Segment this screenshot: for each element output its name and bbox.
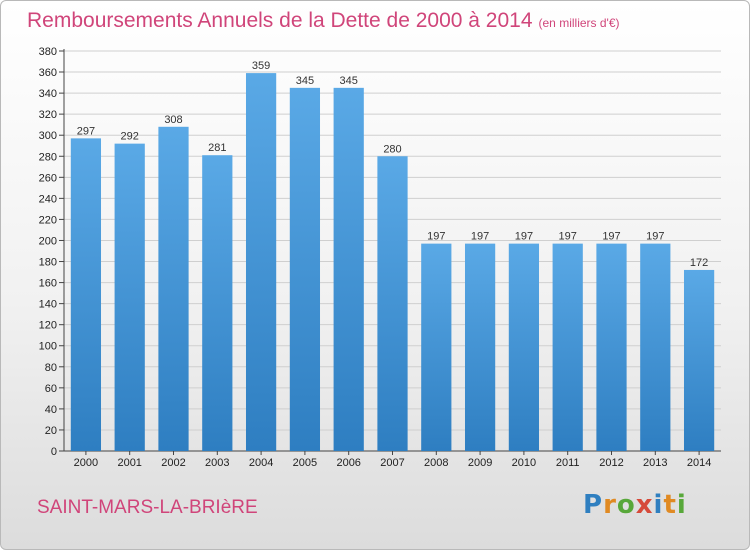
data-label-2004: 359 xyxy=(252,60,270,72)
y-tick-label: 340 xyxy=(39,88,57,100)
data-label-2001: 292 xyxy=(121,131,139,143)
y-tick-label: 260 xyxy=(39,172,57,184)
x-tick-label-2012: 2012 xyxy=(599,457,623,469)
data-label-2012: 197 xyxy=(602,231,620,243)
data-label-2008: 197 xyxy=(427,231,445,243)
bar-2000 xyxy=(70,138,102,452)
x-tick-label-2003: 2003 xyxy=(205,457,229,469)
bar-2001 xyxy=(114,143,145,451)
bar-2011 xyxy=(552,243,583,451)
x-tick-label-2000: 2000 xyxy=(74,457,98,469)
x-tick-label-2010: 2010 xyxy=(512,457,536,469)
bar-2004 xyxy=(245,73,277,452)
y-tick-label: 160 xyxy=(39,278,57,290)
y-tick-label: 80 xyxy=(45,362,57,374)
bar-2009 xyxy=(464,243,496,451)
bars xyxy=(70,73,715,452)
y-tick-label: 60 xyxy=(45,383,57,395)
title-text: Remboursements Annuels de la Dette de 20… xyxy=(27,9,533,32)
city-name: SAINT-MARS-LA-BRIèRE xyxy=(37,497,258,518)
x-tick-label-2014: 2014 xyxy=(687,457,711,469)
y-tick-label: 380 xyxy=(39,46,57,58)
bar-2013 xyxy=(640,243,671,451)
y-tick-label: 120 xyxy=(39,320,57,332)
bar-2002 xyxy=(158,126,189,451)
bar-2007 xyxy=(377,156,408,451)
bar-2005 xyxy=(289,87,321,451)
y-tick-label: 40 xyxy=(45,404,57,416)
x-tick-label-2008: 2008 xyxy=(424,457,448,469)
x-tick-label-2011: 2011 xyxy=(556,457,580,469)
y-tick-label: 240 xyxy=(39,193,57,205)
logo-letter: i xyxy=(676,490,687,520)
y-tick-label: 20 xyxy=(45,425,57,437)
x-tick-label-2002: 2002 xyxy=(161,457,185,469)
x-tick-label-2007: 2007 xyxy=(380,457,404,469)
bar-2003 xyxy=(202,155,233,452)
data-label-2006: 345 xyxy=(340,75,358,87)
x-tick-label-2004: 2004 xyxy=(249,457,273,469)
y-tick-label: 0 xyxy=(51,446,57,458)
logo-letter: P xyxy=(583,490,604,520)
y-tick-label: 180 xyxy=(39,257,57,269)
x-tick-label-2006: 2006 xyxy=(336,457,360,469)
logo-letter: t xyxy=(663,490,677,520)
y-tick-label: 220 xyxy=(39,214,57,226)
y-tick-label: 300 xyxy=(39,130,57,142)
data-label-2014: 172 xyxy=(690,257,708,269)
bar-2008 xyxy=(421,243,452,451)
data-label-2002: 308 xyxy=(164,114,182,126)
logo-letter: x xyxy=(635,490,654,520)
data-label-2009: 197 xyxy=(471,231,489,243)
logo-letter: o xyxy=(616,490,636,520)
x-tick-label-2001: 2001 xyxy=(117,457,141,469)
x-tick-label-2013: 2013 xyxy=(643,457,667,469)
y-tick-label: 100 xyxy=(39,341,57,353)
data-label-2003: 281 xyxy=(208,142,226,154)
y-tick-label: 360 xyxy=(39,67,57,79)
bar-2014 xyxy=(683,269,715,451)
proxiti-logo: Proxiti xyxy=(583,490,687,520)
logo-letter: r xyxy=(603,490,617,520)
logo-letter: i xyxy=(653,490,664,520)
bar-2010 xyxy=(508,243,540,451)
bar-2006 xyxy=(333,87,364,451)
data-label-2013: 197 xyxy=(646,231,664,243)
data-label-2000: 297 xyxy=(77,125,95,137)
bar-2012 xyxy=(596,243,627,451)
y-tick-label: 280 xyxy=(39,151,57,163)
data-label-2005: 345 xyxy=(296,75,314,87)
x-tick-label-2005: 2005 xyxy=(293,457,317,469)
chart-title: Remboursements Annuels de la Dette de 20… xyxy=(27,9,620,33)
title-unit: (en milliers d'€) xyxy=(538,16,620,30)
data-label-2011: 197 xyxy=(559,231,577,243)
y-tick-label: 320 xyxy=(39,109,57,121)
data-label-2010: 197 xyxy=(515,231,533,243)
data-labels: 297 292 308 281 359 345 345 280 197 197 197 197 197 1… xyxy=(77,60,709,269)
data-label-2007: 280 xyxy=(383,143,401,155)
x-tick-label-2009: 2009 xyxy=(468,457,492,469)
y-tick-label: 200 xyxy=(39,235,57,247)
y-tick-label: 140 xyxy=(39,299,57,311)
